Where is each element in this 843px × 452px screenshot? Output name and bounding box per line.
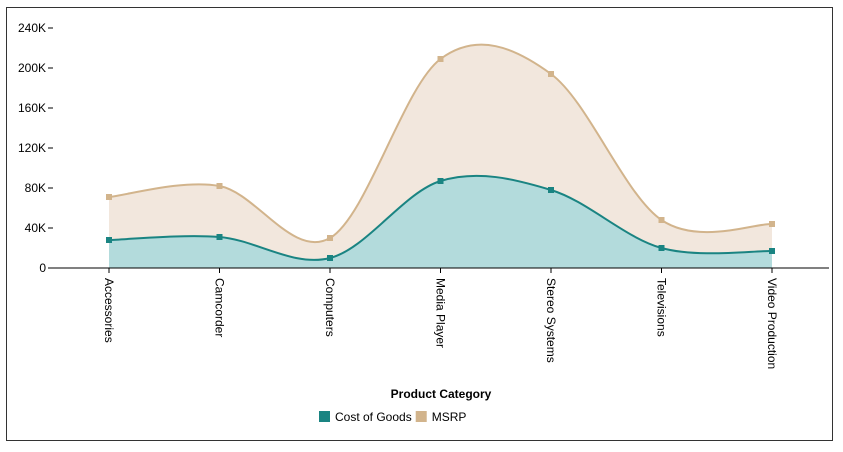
x-tick-label-4: Stereo Systems <box>544 278 558 363</box>
series-areas <box>109 44 772 268</box>
y-tick-label-6: 240K <box>18 21 46 35</box>
marker-msrp-3 <box>437 56 444 62</box>
marker-msrp-1 <box>216 183 223 189</box>
x-tick-label-1: Camcorder <box>213 278 227 337</box>
series-markers <box>106 56 775 261</box>
marker-msrp-4 <box>548 71 554 77</box>
axes: 0 40K 80K 120K 160K 200K 240K Accessories Camcor… <box>18 21 829 369</box>
legend: Cost of Goods MSRP <box>319 410 466 424</box>
x-axis-title: Product Category <box>391 387 492 401</box>
y-tick-label-4: 160K <box>18 101 46 115</box>
x-tick-label-5: Televisions <box>655 278 669 337</box>
area-cost-of-goods <box>109 175 772 268</box>
marker-cost-of-goods-3 <box>437 178 444 184</box>
marker-msrp-6 <box>769 221 775 227</box>
legend-label-cost-of-goods: Cost of Goods <box>335 410 412 424</box>
marker-cost-of-goods-0 <box>106 237 112 243</box>
y-tick-label-0: 0 <box>39 261 46 275</box>
x-tick-label-3: Media Player <box>434 278 448 348</box>
x-tick-label-6: Video Production <box>765 278 779 369</box>
marker-msrp-0 <box>106 194 112 200</box>
x-tick-label-0: Accessories <box>102 278 116 343</box>
marker-cost-of-goods-5 <box>658 245 665 251</box>
marker-msrp-2 <box>327 235 333 241</box>
marker-cost-of-goods-2 <box>327 255 333 261</box>
y-tick-label-1: 40K <box>25 221 46 235</box>
marker-cost-of-goods-1 <box>216 234 223 240</box>
y-tick-label-5: 200K <box>18 61 46 75</box>
marker-msrp-5 <box>658 217 665 223</box>
legend-swatch-cost-of-goods <box>319 411 330 422</box>
legend-label-msrp: MSRP <box>432 410 467 424</box>
marker-cost-of-goods-4 <box>548 187 554 193</box>
y-tick-label-2: 80K <box>25 181 46 195</box>
y-tick-label-3: 120K <box>18 141 46 155</box>
area-msrp <box>109 44 772 268</box>
legend-swatch-msrp <box>415 411 427 422</box>
x-tick-label-2: Computers <box>323 278 337 337</box>
marker-cost-of-goods-6 <box>769 248 775 254</box>
